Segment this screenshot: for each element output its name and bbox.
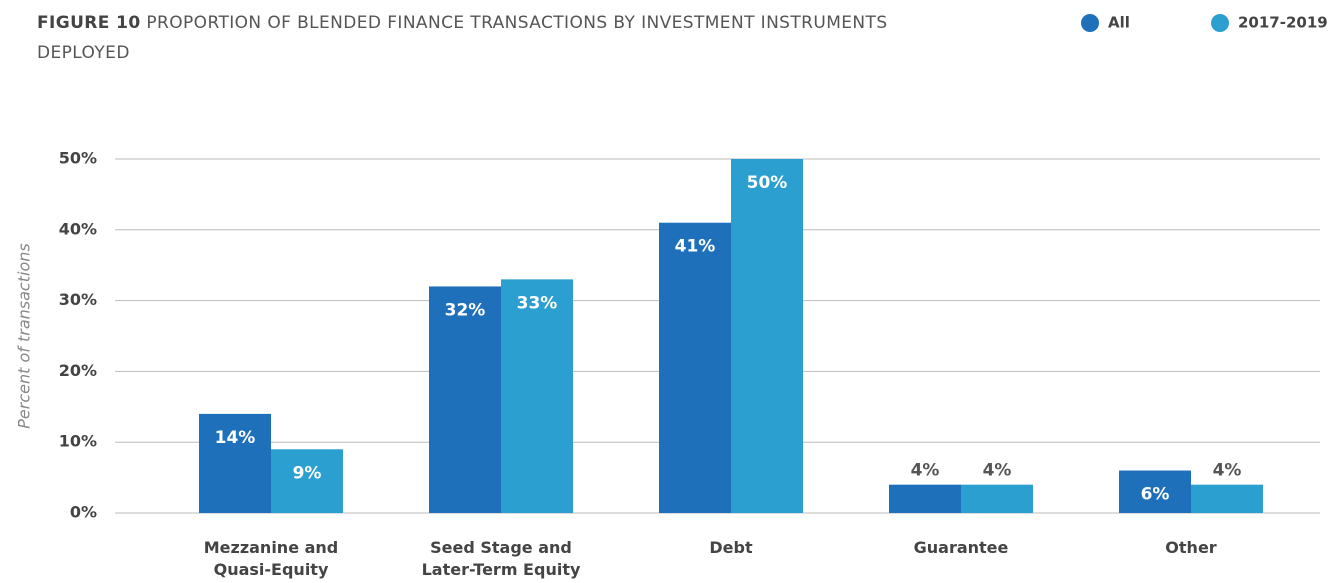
value-label: 32%: [445, 300, 486, 320]
bar: [429, 286, 501, 513]
x-tick-label: Mezzanine and Quasi-Equity: [203, 538, 339, 579]
bar: [731, 159, 803, 513]
value-label: 14%: [215, 428, 256, 448]
bar: [501, 279, 573, 513]
figure-label: FIGURE 10: [37, 13, 141, 33]
chart-title-block: FIGURE 10 PROPORTION OF BLENDED FINANCE …: [37, 8, 897, 68]
value-label: 4%: [911, 461, 940, 481]
y-tick-label: 0%: [70, 503, 97, 522]
y-tick-label: 40%: [59, 219, 97, 238]
chart-title: PROPORTION OF BLENDED FINANCE TRANSACTIO…: [37, 13, 888, 63]
value-label: 41%: [675, 237, 716, 257]
bar: [889, 484, 961, 513]
value-label: 33%: [517, 293, 558, 313]
x-tick-label: Guarantee: [913, 538, 1009, 557]
legend-swatch: [1211, 14, 1229, 32]
x-tick-label: Seed Stage and Later-Term Equity: [421, 538, 581, 579]
y-tick-label: 10%: [59, 432, 97, 451]
value-label: 4%: [983, 461, 1012, 481]
legend-label: 2017-2019: [1238, 14, 1328, 32]
bar: [1119, 470, 1191, 513]
value-label: 4%: [1213, 461, 1242, 481]
y-tick-label: 30%: [59, 290, 97, 309]
y-tick-label: 20%: [59, 361, 97, 380]
bar: [961, 484, 1033, 513]
bar: [199, 413, 271, 513]
x-tick-label: Debt: [709, 538, 753, 557]
value-label: 50%: [747, 173, 788, 193]
bar: [659, 222, 731, 513]
y-axis-label: Percent of transactions: [15, 243, 34, 428]
legend-label: All: [1108, 14, 1130, 32]
bar: [1191, 484, 1263, 513]
bar: [271, 449, 343, 513]
legend-swatch: [1081, 14, 1099, 32]
x-tick-label: Other: [1165, 538, 1217, 557]
value-label: 9%: [293, 463, 322, 483]
value-label: 6%: [1141, 485, 1170, 505]
y-tick-label: 50%: [59, 149, 97, 168]
